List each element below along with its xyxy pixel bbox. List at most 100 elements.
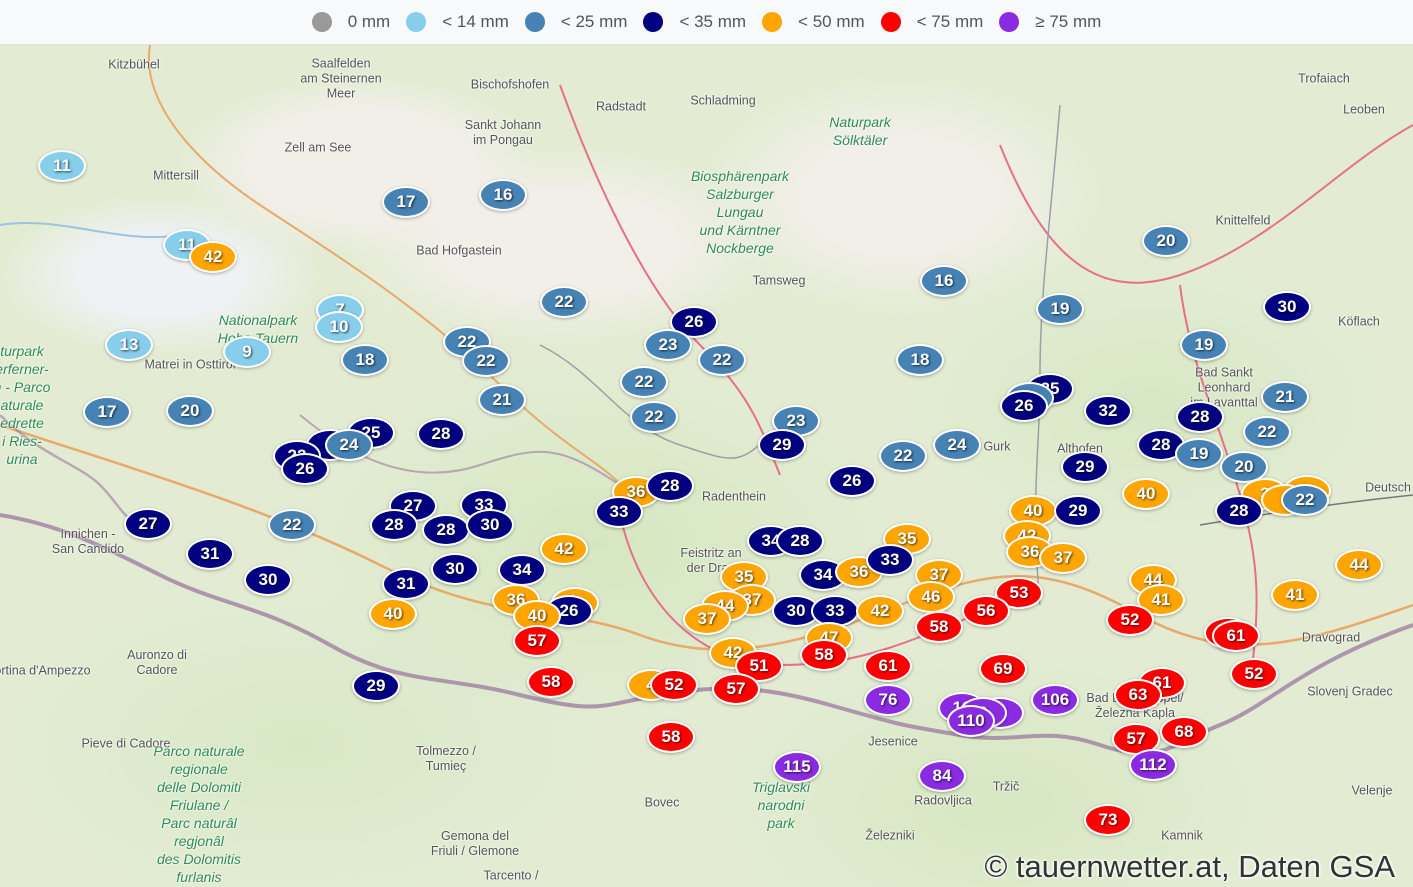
station-marker[interactable]: 73 [1084,804,1132,836]
station-marker[interactable]: 30 [431,553,479,585]
legend-item[interactable]: < 25 mm [524,12,627,32]
station-marker[interactable]: 69 [979,653,1027,685]
station-marker[interactable]: 28 [1176,401,1224,433]
station-marker[interactable]: 56 [962,595,1010,627]
legend-item[interactable]: 0 mm [311,12,390,32]
legend-item[interactable]: ≥ 75 mm [999,12,1101,32]
station-marker[interactable]: 17 [382,186,430,218]
station-marker[interactable]: 21 [1261,381,1309,413]
station-marker[interactable]: 29 [1054,495,1102,527]
station-marker[interactable]: 58 [527,666,575,698]
station-marker[interactable]: 22 [1281,484,1329,516]
station-marker[interactable]: 37 [1039,542,1087,574]
station-marker[interactable]: 10 [315,311,363,343]
station-marker[interactable]: 40 [1122,478,1170,510]
station-marker[interactable]: 22 [620,366,668,398]
station-marker[interactable]: 21 [478,384,526,416]
station-marker[interactable]: 53 [995,577,1043,609]
station-marker[interactable]: 20 [1220,451,1268,483]
station-marker[interactable]: 22 [462,345,510,377]
station-marker[interactable]: 28 [417,418,465,450]
station-marker[interactable]: 42 [189,241,237,273]
station-marker[interactable]: 22 [698,344,746,376]
station-marker[interactable]: 16 [479,179,527,211]
station-marker[interactable]: 52 [650,669,698,701]
station-marker[interactable]: 22 [1243,416,1291,448]
station-marker[interactable]: 9 [223,336,271,368]
station-marker[interactable]: 22 [879,440,927,472]
station-marker[interactable]: 33 [595,496,643,528]
station-marker[interactable]: 37 [683,603,731,635]
station-marker[interactable]: 84 [918,760,966,792]
legend-item[interactable]: < 14 mm [406,12,509,32]
place-label: Radstadt [595,99,647,114]
station-marker[interactable]: 44 [1335,549,1383,581]
station-marker[interactable]: 32 [1084,395,1132,427]
station-marker[interactable]: 30 [1263,291,1311,323]
station-marker[interactable]: 33 [866,544,914,576]
station-marker[interactable]: 110 [947,705,995,737]
station-marker[interactable]: 19 [1180,329,1228,361]
station-marker[interactable]: 13 [105,329,153,361]
station-marker[interactable]: 61 [864,650,912,682]
station-marker[interactable]: 11 [38,150,86,182]
station-marker[interactable]: 63 [1114,679,1162,711]
station-marker[interactable]: 28 [1215,495,1263,527]
station-marker[interactable]: 52 [1106,604,1154,636]
station-marker[interactable]: 58 [915,611,963,643]
station-marker[interactable]: 57 [712,673,760,705]
station-marker[interactable]: 23 [644,329,692,361]
place-label: Schladming [690,93,756,108]
station-marker[interactable]: 18 [341,344,389,376]
station-marker[interactable]: 22 [630,401,678,433]
station-marker[interactable]: 29 [758,429,806,461]
station-marker[interactable]: 30 [466,509,514,541]
station-marker[interactable]: 20 [1142,225,1190,257]
station-marker[interactable]: 46 [907,581,955,613]
station-marker[interactable]: 115 [773,751,821,783]
legend-item[interactable]: < 50 mm [762,12,865,32]
station-marker[interactable]: 42 [540,533,588,565]
station-marker[interactable]: 24 [933,429,981,461]
place-label: Radovljica [914,793,972,808]
station-marker[interactable]: 57 [513,625,561,657]
station-marker[interactable]: 28 [646,470,694,502]
station-marker[interactable]: 17 [83,396,131,428]
station-marker[interactable]: 58 [647,721,695,753]
station-marker[interactable]: 68 [1160,716,1208,748]
station-marker[interactable]: 31 [382,568,430,600]
station-marker[interactable]: 26 [281,453,329,485]
station-marker[interactable]: 26 [1000,390,1048,422]
station-marker[interactable]: 29 [1061,451,1109,483]
station-marker[interactable]: 58 [800,639,848,671]
station-marker[interactable]: 18 [896,344,944,376]
station-marker[interactable]: 28 [370,509,418,541]
station-marker[interactable]: 52 [1230,658,1278,690]
station-marker[interactable]: 19 [1175,438,1223,470]
station-marker[interactable]: 19 [1036,293,1084,325]
station-marker[interactable]: 40 [369,598,417,630]
station-marker[interactable]: 42 [856,595,904,627]
station-marker[interactable]: 22 [540,286,588,318]
station-marker[interactable]: 22 [268,509,316,541]
station-marker[interactable]: 27 [124,508,172,540]
legend-item[interactable]: < 75 mm [880,12,983,32]
station-marker[interactable]: 31 [186,538,234,570]
station-marker[interactable]: 34 [498,554,546,586]
station-marker[interactable]: 24 [325,429,373,461]
station-marker[interactable]: 16 [920,265,968,297]
station-marker[interactable]: 28 [776,525,824,557]
station-marker[interactable]: 30 [244,564,292,596]
station-marker[interactable]: 76 [864,684,912,716]
station-marker[interactable]: 106 [1031,684,1079,716]
legend-item[interactable]: < 35 mm [643,12,746,32]
station-marker[interactable]: 112 [1129,749,1177,781]
station-marker[interactable]: 28 [422,514,470,546]
station-marker[interactable]: 41 [1271,579,1319,611]
station-marker[interactable]: 20 [166,395,214,427]
station-marker[interactable]: 26 [828,465,876,497]
station-marker[interactable]: 61 [1212,620,1260,652]
place-label: Gurk [983,439,1011,454]
station-marker[interactable]: 29 [352,670,400,702]
map[interactable]: Kitzbühel Saalfelden am Steinernen Meer Bi… [0,45,1413,887]
